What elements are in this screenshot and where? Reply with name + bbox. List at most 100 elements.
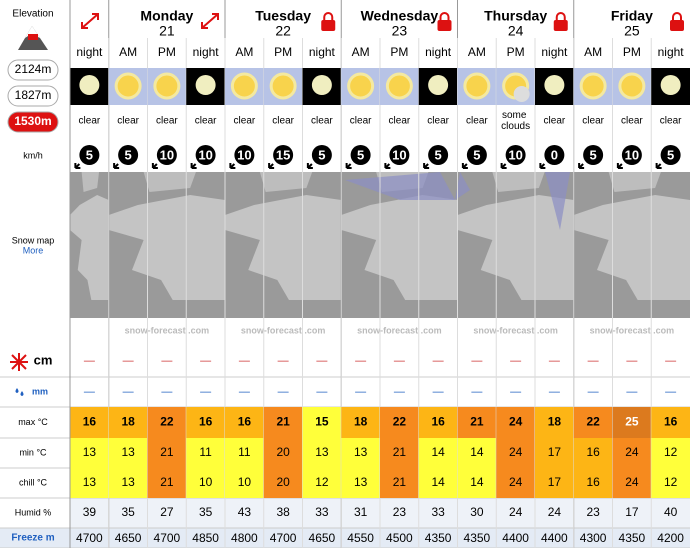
temp-value: 24 [625, 475, 639, 489]
period: night [541, 45, 568, 59]
period: PM [623, 45, 641, 59]
temp-cell [457, 438, 497, 468]
rain-value: — [471, 386, 482, 398]
day-date: 24 [508, 23, 524, 39]
land [225, 195, 342, 300]
period: AM [235, 45, 253, 59]
snow-value: — [471, 355, 482, 367]
freeze-value: 4350 [619, 531, 646, 545]
snow-value: — [84, 355, 95, 367]
temp-value: 16 [664, 415, 678, 429]
wind-arrow [578, 163, 585, 169]
elevation-text: 2124m [15, 62, 52, 76]
watermark: snow-forecast .com [357, 325, 442, 335]
more-link[interactable]: More [23, 245, 44, 255]
sun [269, 72, 297, 100]
day-name: Tuesday [255, 8, 311, 24]
snow-icon [10, 353, 28, 371]
temp-cell [186, 407, 225, 438]
uk [259, 172, 313, 192]
freeze-value: 4650 [115, 531, 142, 545]
temp-cell [225, 468, 264, 498]
temp-cell [225, 438, 264, 468]
temp-cell [380, 407, 419, 438]
period: night [658, 45, 685, 59]
temp-value: 13 [121, 445, 135, 459]
temp-cell [612, 438, 652, 468]
lock-body [670, 20, 684, 31]
wind-badge [118, 145, 139, 165]
elevation-button[interactable] [7, 111, 59, 133]
rain-value: — [433, 386, 444, 398]
cloud [513, 86, 530, 102]
wind-arrow [423, 163, 430, 169]
wind-arrow [190, 163, 197, 169]
watermark: snow-forecast .com [590, 325, 675, 335]
day-name: Monday [140, 8, 193, 24]
temp-value: 24 [509, 415, 523, 429]
humid-value: 33 [315, 505, 329, 519]
wind-arrow [539, 163, 546, 169]
summary: clear [234, 116, 256, 127]
freeze-value: 4400 [541, 531, 568, 545]
row-label: cm [34, 352, 53, 367]
temp-value: 13 [354, 445, 368, 459]
freeze-value: 4350 [425, 531, 452, 545]
temp-cell [302, 407, 342, 438]
temp-cell [573, 438, 613, 468]
temp-value: 13 [121, 475, 135, 489]
wind-speed: 0 [551, 147, 558, 162]
wind-speed: 10 [198, 147, 212, 162]
snow-map-label: Snow map [12, 235, 55, 245]
wind-badge [156, 145, 177, 165]
humid-value: 23 [586, 505, 600, 519]
uk [608, 172, 661, 192]
summary-line: clouds [501, 121, 530, 132]
temp-value: 12 [664, 445, 678, 459]
summary: clear [466, 116, 488, 127]
wind-speed: 10 [160, 147, 174, 162]
period: AM [584, 45, 602, 59]
period: AM [119, 45, 137, 59]
temp-value: 14 [431, 445, 445, 459]
temp-cell [186, 438, 225, 468]
wind-badge [79, 145, 100, 165]
temp-value: 21 [393, 445, 407, 459]
summary: clear [660, 116, 682, 127]
temp-cell [651, 438, 690, 468]
temp-value: 20 [276, 475, 290, 489]
wind-speed: 5 [357, 147, 364, 162]
freeze-value: 4500 [386, 531, 413, 545]
temp-value: 17 [548, 475, 562, 489]
snow-value: — [161, 355, 172, 367]
elevation-button[interactable] [7, 59, 59, 81]
temp-value: 16 [431, 415, 445, 429]
snow-value: — [394, 355, 405, 367]
wind-speed: 10 [508, 147, 522, 162]
temp-cell [186, 468, 225, 498]
lock-body [321, 20, 336, 31]
temp-cell [535, 438, 574, 468]
wind-badge [544, 145, 565, 165]
humid-value: 24 [548, 505, 562, 519]
temp-cell [380, 438, 419, 468]
temp-cell [380, 468, 419, 498]
moon [311, 75, 332, 95]
humid-value: 38 [276, 505, 290, 519]
temp-cell [70, 438, 109, 468]
day-date: 22 [275, 23, 291, 39]
sun [385, 72, 413, 100]
day-name: Friday [611, 8, 653, 24]
humid-value: 17 [625, 505, 639, 519]
elevation-button[interactable] [7, 85, 59, 107]
freeze-value: 4700 [270, 531, 297, 545]
temp-cell [341, 468, 380, 498]
period: night [309, 45, 336, 59]
humid-value: 39 [83, 505, 97, 519]
wind-speed: 5 [473, 147, 480, 162]
snow-value: — [433, 355, 444, 367]
temp-cell [651, 468, 690, 498]
wind-speed: 15 [276, 147, 290, 162]
snow-value: — [588, 355, 599, 367]
moon [195, 75, 216, 95]
